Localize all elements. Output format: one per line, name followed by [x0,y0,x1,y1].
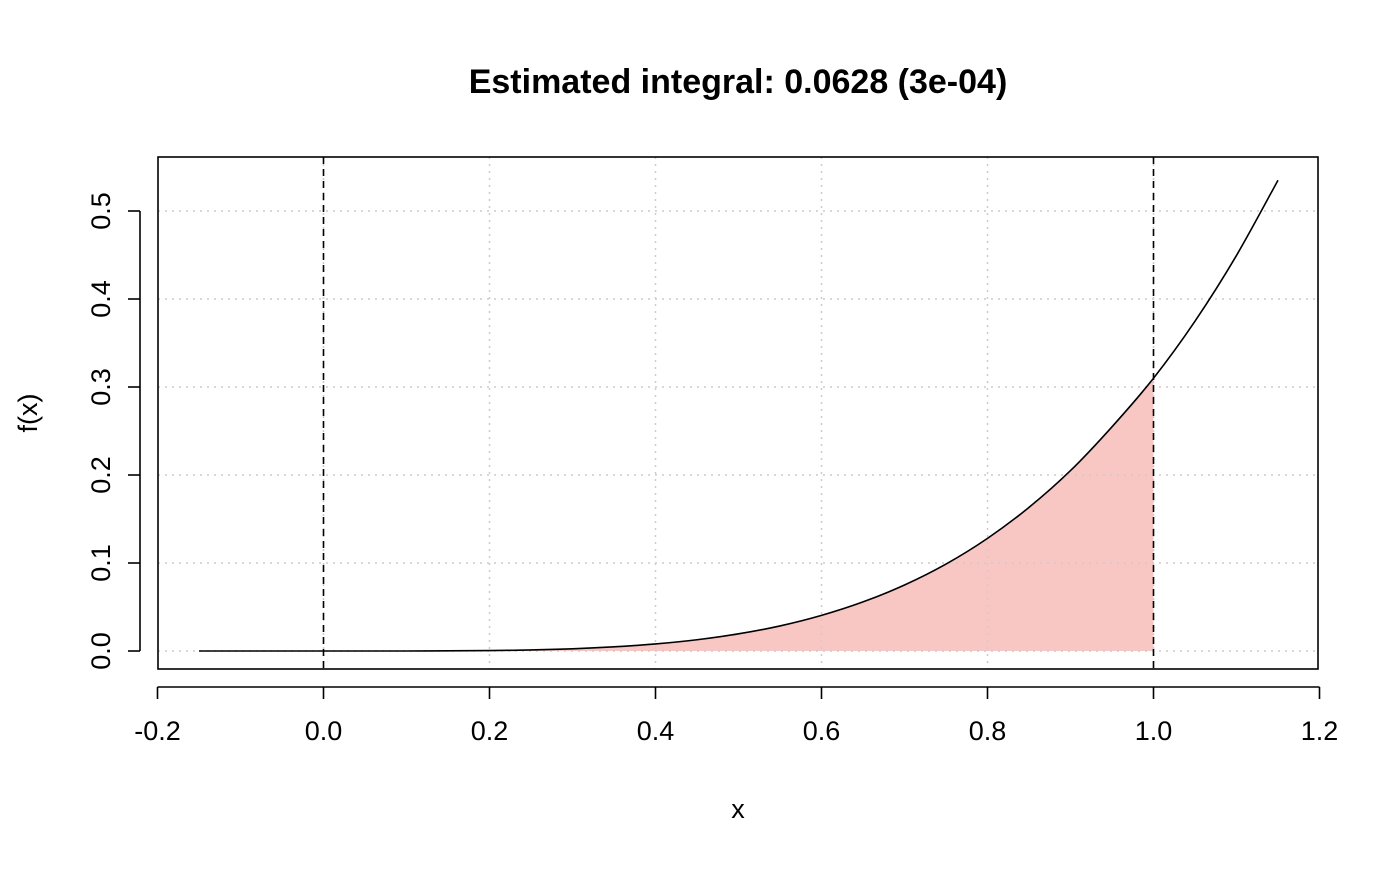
x-tick-label-2: 0.2 [471,716,509,746]
shaded-integral-area [323,378,1154,651]
x-tick-label-3: 0.4 [637,716,675,746]
y-axis-label: f(x) [13,394,43,433]
x-tick-label-0: -0.2 [134,716,181,746]
y-tick-label-0: 0.0 [86,632,116,670]
y-tick-label-4: 0.4 [86,280,116,318]
y-tick-label-1: 0.1 [86,544,116,582]
function-curve [198,179,1279,652]
chart-title: Estimated integral: 0.0628 (3e-04) [469,63,1008,101]
y-tick-label-3: 0.3 [86,368,116,406]
y-tick-label-5: 0.5 [86,192,116,230]
x-tick-label-7: 1.2 [1301,716,1339,746]
x-tick-label-4: 0.6 [803,716,841,746]
x-tick-label-1: 0.0 [305,716,343,746]
plot-frame [157,156,1319,670]
x-tick-label-5: 0.8 [969,716,1007,746]
x-tick-label-6: 1.0 [1135,716,1173,746]
x-axis-label: x [731,794,745,824]
y-tick-label-2: 0.2 [86,456,116,494]
